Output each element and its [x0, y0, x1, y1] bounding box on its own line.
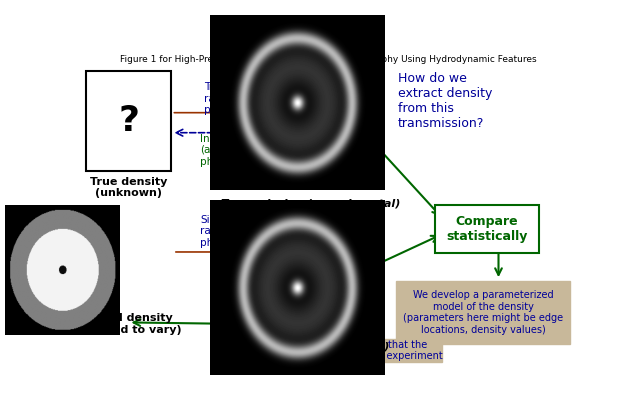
Bar: [86, 71, 172, 171]
Text: Transmission (simulated): Transmission (simulated): [232, 342, 390, 352]
Text: Transmission (experimental): Transmission (experimental): [221, 199, 400, 209]
Text: ?: ?: [118, 104, 140, 138]
Text: How do we
extract density
from this
transmission?: How do we extract density from this tran…: [397, 72, 492, 130]
Text: Figure 1 for High-Precision Inversion of Dynamic Radiography Using Hydrodynamic : Figure 1 for High-Precision Inversion of…: [120, 55, 536, 64]
Text: Compare
statistically: Compare statistically: [446, 215, 527, 243]
Text: True density
(unknown): True density (unknown): [90, 177, 168, 198]
FancyBboxPatch shape: [396, 281, 570, 344]
Text: Model density
(allowed to vary): Model density (allowed to vary): [75, 313, 182, 335]
FancyBboxPatch shape: [435, 205, 539, 253]
Text: Inverse approach
(approximate
physics): Inverse approach (approximate physics): [200, 134, 291, 167]
Text: We develop a parameterized
model of the density
(parameters here might be edge
l: We develop a parameterized model of the …: [403, 290, 563, 335]
Text: Simulated
radiographic
physics: Simulated radiographic physics: [200, 215, 266, 248]
Text: True
radiographic
physics: True radiographic physics: [204, 82, 270, 115]
Text: Model parameters are varied so that the
simulated radiograph matches the experim: Model parameters are varied so that the …: [214, 340, 442, 361]
FancyBboxPatch shape: [214, 339, 442, 362]
